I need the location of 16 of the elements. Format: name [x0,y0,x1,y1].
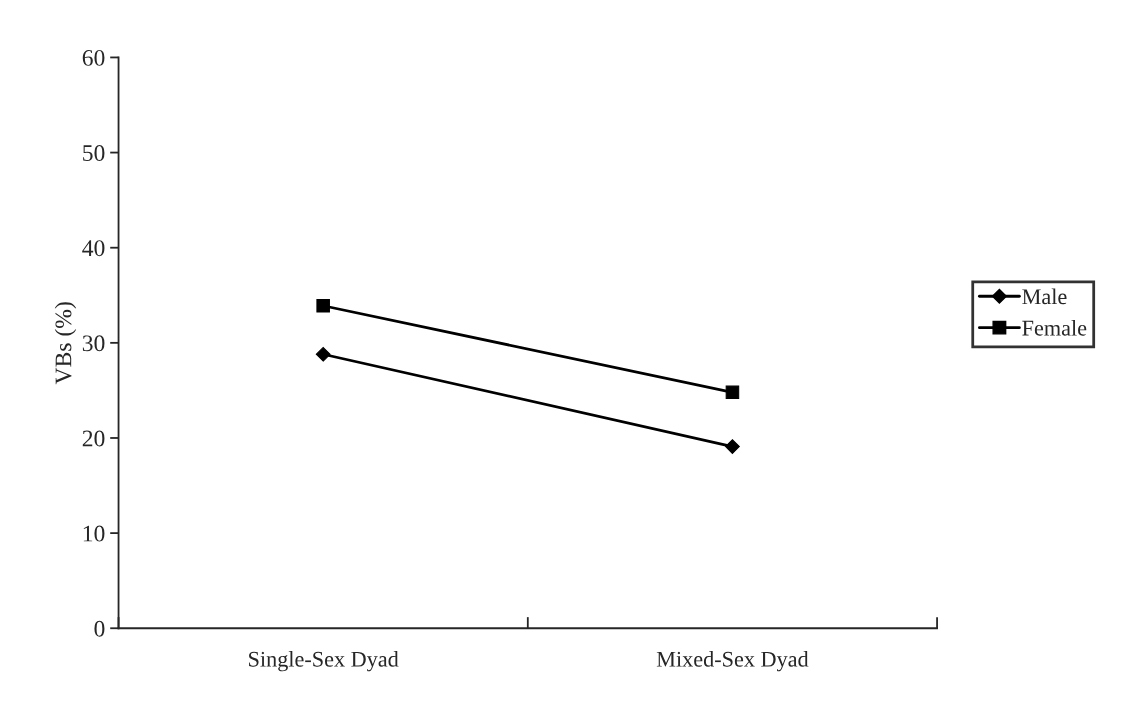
y-tick-label: 30 [82,335,105,352]
point [725,385,740,400]
x-tick-label: Single-Sex Dyad [249,651,399,672]
y-tick-label: 60 [82,49,105,66]
y-tick-label: 40 [82,240,105,257]
legend-label: Male [1022,288,1067,305]
legend-label: Female [1022,320,1087,336]
point [316,298,330,313]
x-tick-label: Mixed-Sex Dyad [656,651,809,672]
y-tick-label: 10 [83,525,105,542]
y-tick-label: 0 [94,620,105,637]
point [725,439,740,454]
point [315,346,331,362]
y-tick-label: 50 [83,145,105,161]
y-tick-label: 20 [82,430,105,447]
y-axis-title: VBs (%) [54,302,77,385]
